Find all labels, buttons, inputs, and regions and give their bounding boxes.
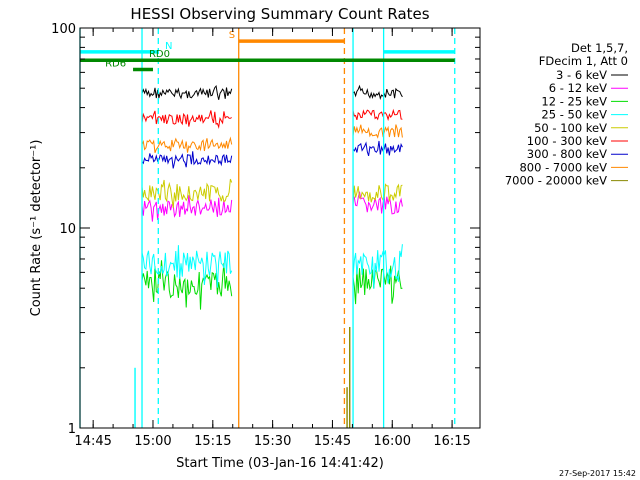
- series-trace: [141, 151, 233, 169]
- series-trace: [141, 195, 233, 222]
- x-tick-label: 15:45: [314, 434, 351, 449]
- legend-entry-label: 300 - 800 keV: [527, 147, 607, 161]
- legend-header-1: Det 1,5,7,: [571, 41, 628, 55]
- x-axis-title: Start Time (03-Jan-16 14:41:42): [176, 456, 384, 471]
- series-trace: [352, 265, 403, 305]
- y-tick-label: 10: [59, 222, 76, 237]
- y-axis-title: Count Rate (s⁻¹ detector⁻¹): [29, 140, 44, 317]
- legend-header-2: FDecim 1, Att 0: [539, 54, 628, 68]
- legend-entry-label: 7000 - 20000 keV: [505, 174, 607, 188]
- series-trace: [352, 244, 403, 289]
- x-tick-label: 16:00: [374, 434, 411, 449]
- footer-timestamp: 27-Sep-2017 15:42: [559, 469, 636, 478]
- series-trace: [352, 191, 403, 215]
- series-trace: [352, 108, 403, 122]
- series-trace: [141, 136, 233, 153]
- legend-entry-label: 50 - 100 keV: [534, 121, 607, 135]
- series-trace: [141, 178, 233, 208]
- plot-area: N S RD0 RD6: [79, 28, 456, 428]
- legend-entry-label: 100 - 300 keV: [527, 134, 607, 148]
- y-tick-label: 1: [68, 422, 76, 437]
- x-tick-label: 14:45: [74, 434, 111, 449]
- series-trace: [141, 110, 232, 129]
- legend-entry-label: 12 - 25 keV: [541, 94, 607, 108]
- status-bar-label: RD6: [105, 59, 126, 70]
- chart-title: HESSI Observing Summary Count Rates: [130, 5, 429, 23]
- status-bar-label: RD0: [149, 49, 170, 60]
- series-trace: [352, 183, 403, 206]
- plot-frame: [79, 27, 481, 429]
- status-bar-label: N: [165, 41, 172, 52]
- legend-entry-label: 6 - 12 keV: [549, 81, 607, 95]
- series-trace: [352, 124, 403, 139]
- legend-entry-label: 3 - 6 keV: [556, 68, 607, 82]
- x-tick-label: 15:15: [194, 434, 231, 449]
- y-tick-label: 100: [51, 22, 76, 37]
- x-axis: 14:45 15:00 15:15 15:30 15:45 16:00 16:15: [74, 28, 471, 449]
- y-axis: 1 10 100: [51, 22, 480, 437]
- x-tick-label: 15:30: [254, 434, 291, 449]
- series-trace: [352, 140, 403, 157]
- x-tick-label: 15:00: [134, 434, 171, 449]
- series-trace: [352, 84, 403, 100]
- legend-entry-label: 25 - 50 keV: [541, 108, 607, 122]
- series-trace: [141, 84, 233, 100]
- status-bar-label: S: [229, 30, 235, 41]
- series-trace: [141, 245, 233, 288]
- legend-entry-label: 800 - 7000 keV: [519, 160, 607, 174]
- x-tick-label: 16:15: [433, 434, 470, 449]
